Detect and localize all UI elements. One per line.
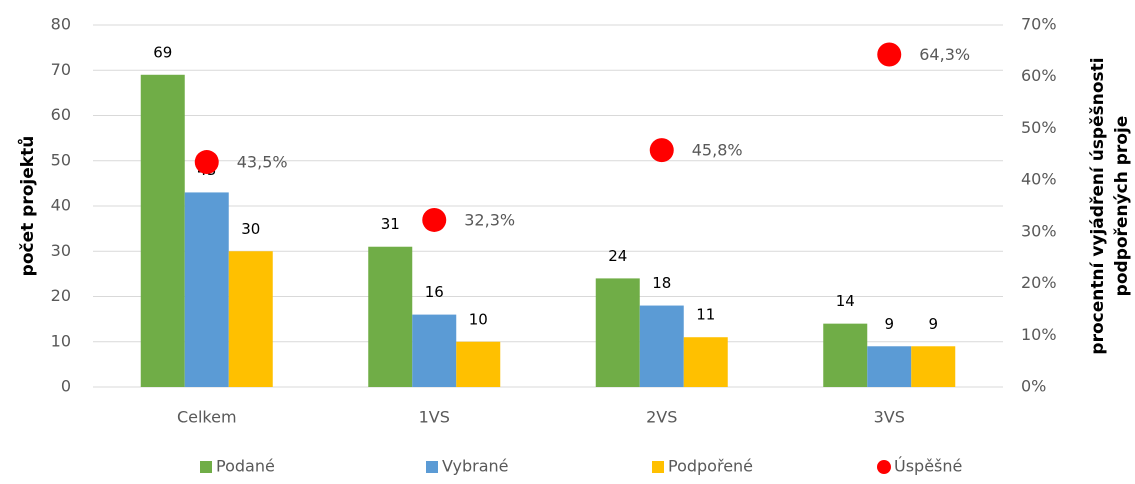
bar xyxy=(140,74,185,388)
bar xyxy=(867,346,912,387)
bar xyxy=(595,278,640,387)
y2-tick-label: 40% xyxy=(1021,170,1057,189)
legend-label: Úspěšné xyxy=(894,457,962,476)
bar xyxy=(639,305,684,387)
data-label: 69 xyxy=(153,43,172,61)
legend-marker xyxy=(426,461,438,473)
y2-tick-label: 50% xyxy=(1021,118,1057,137)
point xyxy=(422,207,447,232)
y2-axis-title: podpořených proje xyxy=(1112,116,1132,297)
bar xyxy=(911,346,956,387)
y-axis-title: počet projektů xyxy=(16,136,38,277)
data-label: 30 xyxy=(241,220,260,238)
data-label: 18 xyxy=(652,274,671,292)
y-tick-label: 80 xyxy=(51,15,71,34)
bar xyxy=(456,341,501,387)
x-tick-label: Celkem xyxy=(177,408,237,427)
y2-tick-label: 0% xyxy=(1021,377,1046,396)
legend-label: Podpořené xyxy=(668,457,753,476)
bar xyxy=(823,323,868,387)
y-tick-label: 40 xyxy=(51,196,71,215)
data-label: 31 xyxy=(381,215,400,233)
x-tick-label: 3VS xyxy=(874,408,905,427)
y2-tick-label: 60% xyxy=(1021,66,1057,85)
bar xyxy=(184,192,229,387)
data-label: 24 xyxy=(608,247,627,265)
data-label: 10 xyxy=(469,310,488,328)
y2-axis-title: procentní vyjádření úspěšnosti xyxy=(1088,57,1108,354)
data-label: 32,3% xyxy=(464,210,515,229)
legend-label: Vybrané xyxy=(442,457,509,476)
y2-tick-label: 20% xyxy=(1021,273,1057,292)
data-label: 43,5% xyxy=(237,153,288,172)
bar xyxy=(228,251,273,387)
data-label: 16 xyxy=(425,283,444,301)
y2-tick-label: 10% xyxy=(1021,325,1057,344)
bar xyxy=(412,314,457,387)
legend-marker xyxy=(652,461,664,473)
data-label: 14 xyxy=(836,292,855,310)
y-tick-label: 20 xyxy=(51,286,71,305)
x-tick-label: 1VS xyxy=(419,408,450,427)
bar xyxy=(368,246,413,387)
legend-marker xyxy=(877,460,891,474)
y-tick-label: 30 xyxy=(51,241,71,260)
y-tick-label: 0 xyxy=(61,377,71,396)
legend-marker xyxy=(200,461,212,473)
data-label: 64,3% xyxy=(919,45,970,64)
point xyxy=(877,42,902,67)
data-label: 9 xyxy=(884,315,894,333)
y2-tick-label: 30% xyxy=(1021,221,1057,240)
y-tick-label: 10 xyxy=(51,331,71,350)
y-tick-label: 60 xyxy=(51,105,71,124)
data-label: 11 xyxy=(696,306,715,324)
point xyxy=(194,150,219,175)
data-label: 9 xyxy=(928,315,938,333)
y-tick-label: 70 xyxy=(51,60,71,79)
x-tick-label: 2VS xyxy=(646,408,677,427)
data-label: 45,8% xyxy=(692,141,743,160)
legend-label: Podané xyxy=(216,457,275,476)
y-tick-label: 50 xyxy=(51,150,71,169)
point xyxy=(649,138,674,163)
bar xyxy=(683,337,728,387)
y2-tick-label: 70% xyxy=(1021,15,1057,34)
